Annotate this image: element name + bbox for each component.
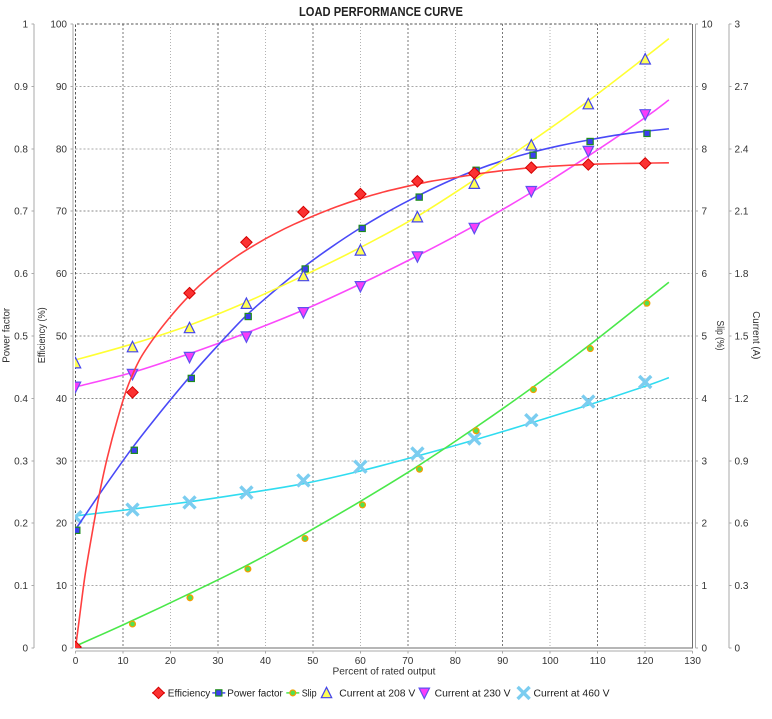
svg-text:2.7: 2.7 — [735, 82, 749, 93]
svg-text:Power factor: Power factor — [227, 689, 283, 700]
svg-text:8: 8 — [702, 144, 708, 155]
svg-text:0.6: 0.6 — [735, 519, 749, 530]
svg-text:0.4: 0.4 — [14, 394, 28, 405]
svg-text:90: 90 — [497, 656, 509, 667]
svg-text:0.9: 0.9 — [735, 456, 749, 467]
svg-text:60: 60 — [56, 269, 68, 280]
svg-text:1.2: 1.2 — [735, 394, 749, 405]
svg-text:10: 10 — [117, 656, 129, 667]
svg-text:0.9: 0.9 — [14, 82, 28, 93]
svg-text:Current (A): Current (A) — [750, 311, 761, 359]
svg-text:LOAD PERFORMANCE CURVE: LOAD PERFORMANCE CURVE — [299, 5, 463, 19]
svg-text:0.1: 0.1 — [14, 581, 28, 592]
svg-text:0: 0 — [735, 644, 741, 655]
svg-text:20: 20 — [56, 519, 68, 530]
svg-text:0: 0 — [22, 644, 28, 655]
svg-text:Power factor: Power factor — [2, 307, 13, 363]
svg-text:1: 1 — [22, 20, 28, 31]
svg-text:5: 5 — [702, 332, 708, 343]
svg-text:2: 2 — [702, 519, 708, 530]
svg-text:80: 80 — [56, 144, 68, 155]
svg-text:Current at 230 V: Current at 230 V — [435, 689, 511, 700]
svg-text:50: 50 — [307, 656, 319, 667]
svg-text:60: 60 — [355, 656, 367, 667]
svg-text:0.6: 0.6 — [14, 269, 28, 280]
svg-text:40: 40 — [260, 656, 272, 667]
svg-text:0: 0 — [73, 656, 79, 667]
svg-text:90: 90 — [56, 82, 68, 93]
svg-text:Current at 208 V: Current at 208 V — [339, 689, 415, 700]
svg-text:0: 0 — [702, 644, 708, 655]
svg-text:Efficiency (%): Efficiency (%) — [37, 307, 48, 363]
svg-text:9: 9 — [702, 82, 708, 93]
svg-text:110: 110 — [590, 656, 606, 667]
svg-text:10: 10 — [56, 581, 68, 592]
svg-text:30: 30 — [212, 656, 224, 667]
svg-text:1: 1 — [702, 581, 708, 592]
svg-text:0: 0 — [61, 644, 67, 655]
svg-text:120: 120 — [637, 656, 654, 667]
svg-text:30: 30 — [56, 456, 68, 467]
svg-text:3: 3 — [702, 456, 708, 467]
svg-text:Percent of rated output: Percent of rated output — [333, 666, 436, 678]
svg-text:Efficiency: Efficiency — [168, 689, 211, 700]
svg-text:0.5: 0.5 — [14, 332, 28, 343]
svg-text:7: 7 — [702, 207, 708, 218]
svg-text:0.7: 0.7 — [14, 207, 28, 218]
svg-text:2.4: 2.4 — [735, 144, 749, 155]
svg-text:0.3: 0.3 — [14, 456, 28, 467]
svg-text:1.5: 1.5 — [735, 332, 749, 343]
svg-text:10: 10 — [702, 20, 714, 31]
svg-text:70: 70 — [56, 207, 68, 218]
svg-text:3: 3 — [735, 20, 741, 31]
svg-text:Slip (%): Slip (%) — [714, 321, 725, 351]
svg-text:0.2: 0.2 — [14, 519, 28, 530]
svg-text:4: 4 — [702, 394, 708, 405]
svg-text:70: 70 — [402, 656, 414, 667]
svg-text:50: 50 — [56, 332, 68, 343]
svg-text:0.3: 0.3 — [735, 581, 749, 592]
svg-text:2.1: 2.1 — [735, 207, 749, 218]
svg-text:0.8: 0.8 — [14, 144, 28, 155]
svg-text:1.8: 1.8 — [735, 269, 749, 280]
svg-text:Slip: Slip — [302, 689, 317, 700]
svg-text:40: 40 — [56, 394, 68, 405]
svg-text:100: 100 — [50, 20, 67, 31]
svg-text:130: 130 — [684, 656, 701, 667]
svg-text:80: 80 — [450, 656, 462, 667]
svg-text:20: 20 — [165, 656, 177, 667]
svg-text:6: 6 — [702, 269, 708, 280]
svg-text:100: 100 — [542, 656, 559, 667]
svg-text:Current at 460 V: Current at 460 V — [534, 689, 610, 700]
